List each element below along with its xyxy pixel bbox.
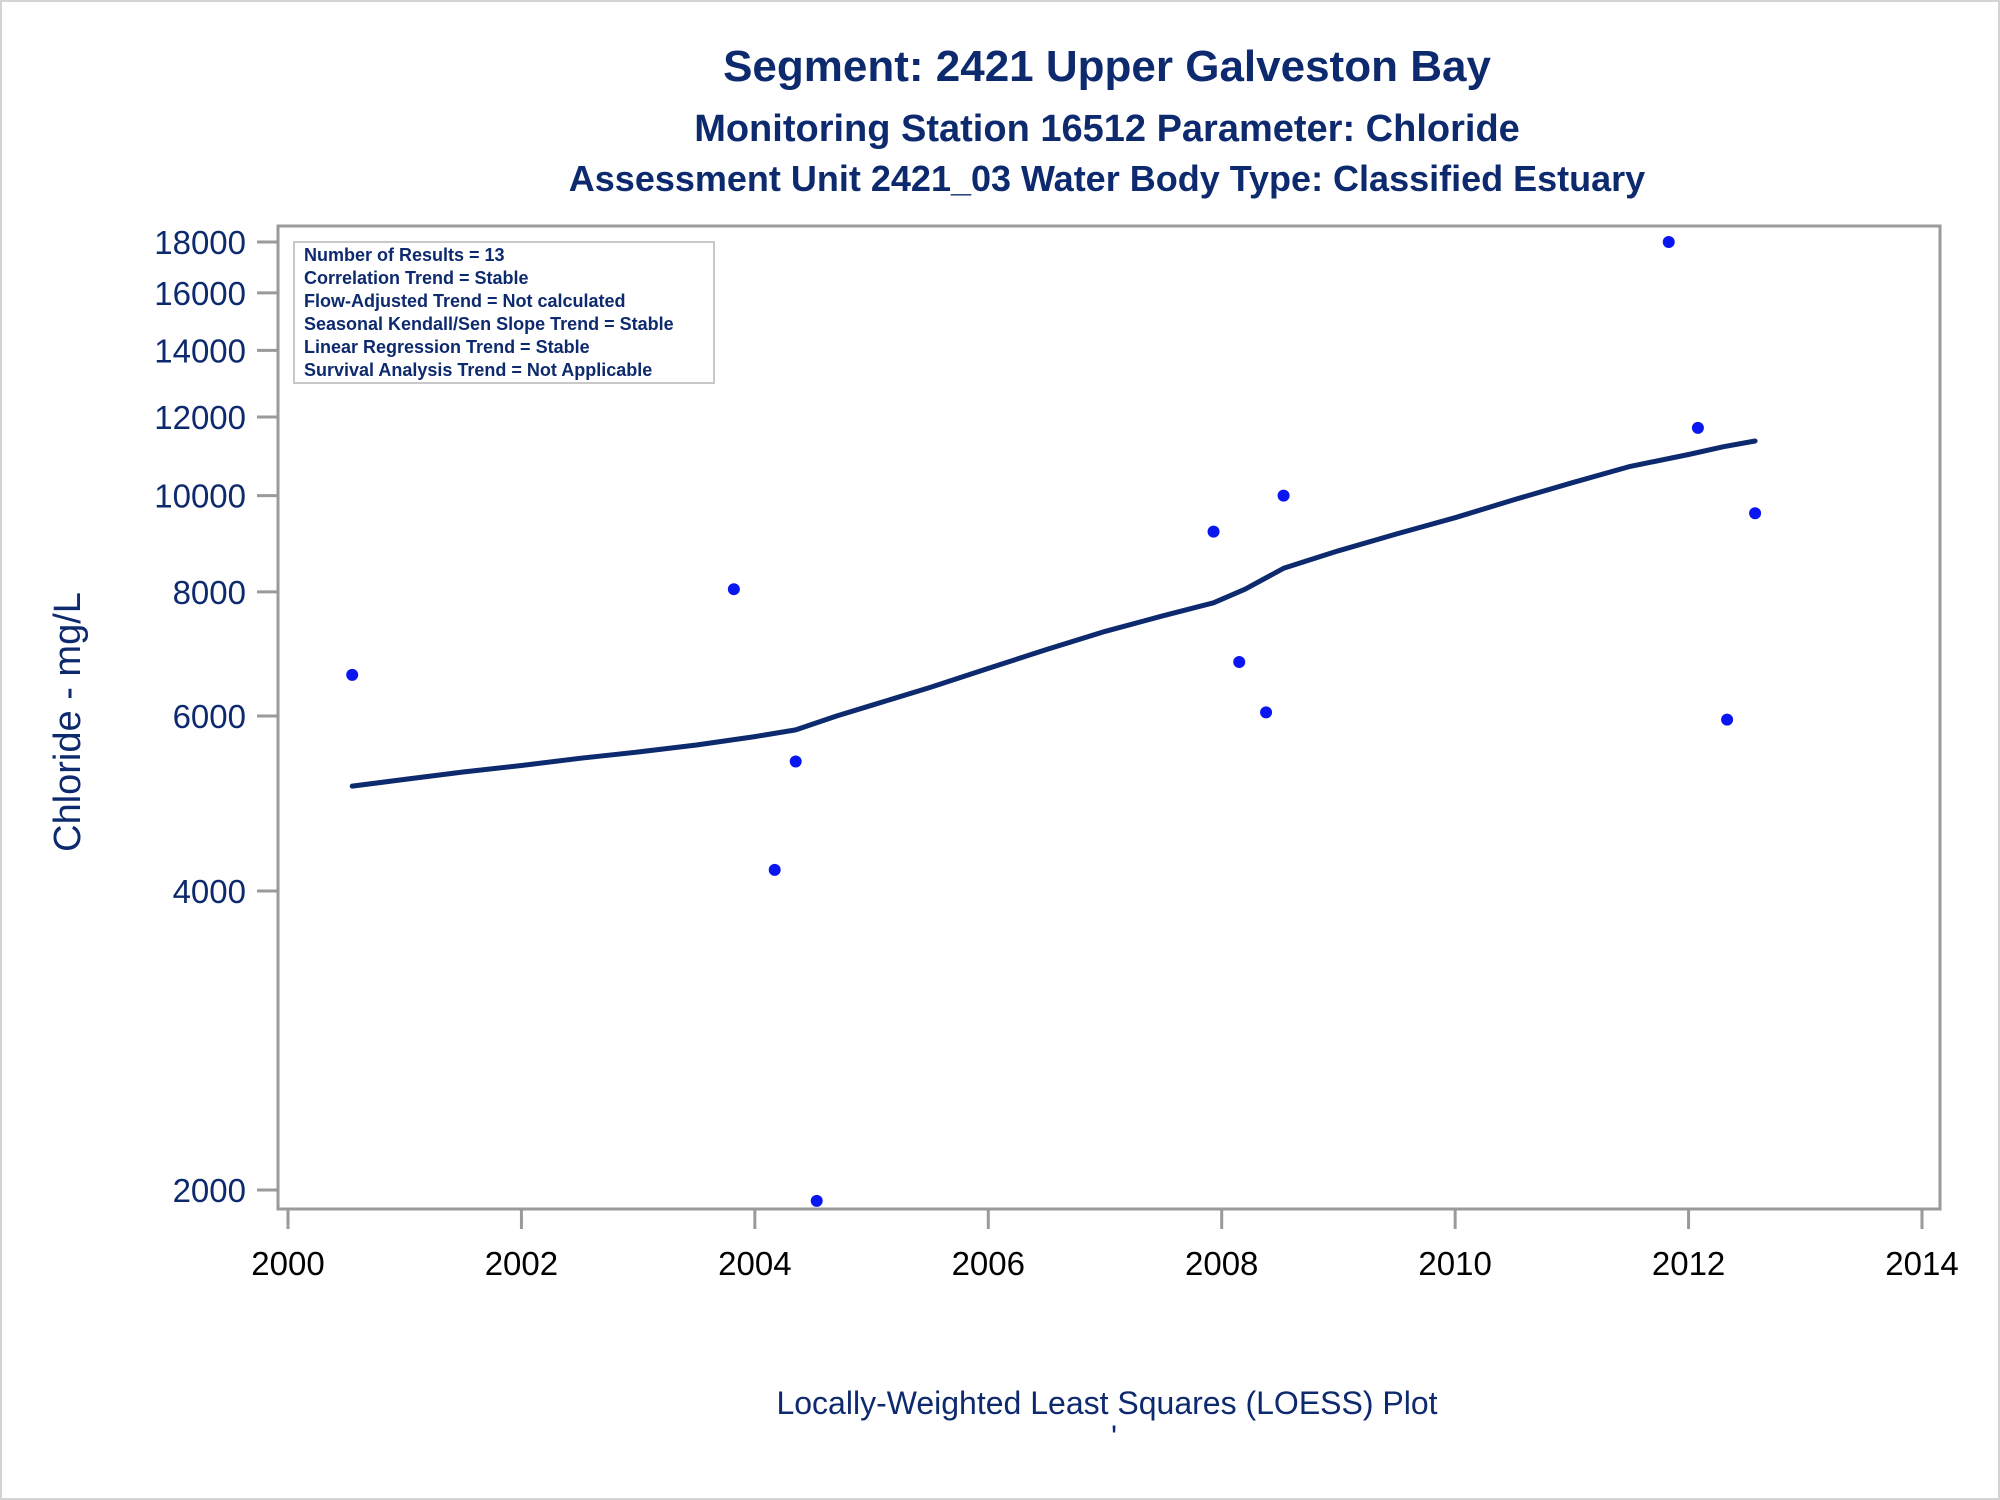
info-line-seasonal-kendall: Seasonal Kendall/Sen Slope Trend = Stabl… <box>304 314 674 334</box>
loess-trend-line <box>349 438 1758 789</box>
y-tick-label: 10000 <box>154 478 246 515</box>
y-tick-label: 4000 <box>173 873 246 910</box>
data-point <box>1662 236 1675 248</box>
data-point <box>1260 706 1273 719</box>
data-point <box>810 1194 823 1207</box>
trend-info-box: Number of Results = 13 Correlation Trend… <box>293 241 715 384</box>
x-tick-label: 2012 <box>1652 1245 1725 1282</box>
y-axis-label: Chloride - mg/L <box>47 592 89 852</box>
info-line-correlation: Correlation Trend = Stable <box>304 268 529 288</box>
data-points <box>346 236 1762 1207</box>
info-line-linear-regression: Linear Regression Trend = Stable <box>304 337 590 357</box>
plot-footnote: Locally-Weighted Least Squares (LOESS) P… <box>776 1385 1437 1421</box>
y-tick-label: 6000 <box>173 698 246 735</box>
x-tick-label: 2014 <box>1885 1245 1958 1282</box>
x-tick-label: 2008 <box>1185 1245 1258 1282</box>
info-box-border <box>293 241 715 384</box>
data-point <box>727 583 740 596</box>
data-point <box>789 755 802 768</box>
chart-title: Segment: 2421 Upper Galveston Bay <box>723 42 1491 91</box>
x-tick-label: 2002 <box>485 1245 558 1282</box>
data-point <box>1207 525 1220 538</box>
data-point <box>1691 421 1704 434</box>
info-line-results: Number of Results = 13 <box>304 245 505 265</box>
x-tick-label: 2010 <box>1418 1245 1491 1282</box>
info-line-flow-adjusted: Flow-Adjusted Trend = Not calculated <box>304 291 626 311</box>
chart-subtitle: Monitoring Station 16512 Parameter: Chlo… <box>694 108 1520 150</box>
y-tick-label: 16000 <box>154 275 246 312</box>
x-tick-label: 2006 <box>952 1245 1025 1282</box>
y-tick-label: 18000 <box>154 224 246 261</box>
x-axis: 2000 2002 2004 2006 2008 2010 2012 2014 <box>251 1209 1959 1282</box>
y-tick-label: 12000 <box>154 399 246 436</box>
y-tick-label: 2000 <box>173 1172 246 1209</box>
data-point <box>1721 713 1734 726</box>
footnote-mark: ' <box>1111 1419 1117 1455</box>
y-tick-label: 8000 <box>173 574 246 611</box>
info-line-survival-analysis: Survival Analysis Trend = Not Applicable <box>304 360 652 380</box>
data-point <box>1749 507 1762 520</box>
x-tick-label: 2000 <box>251 1245 324 1282</box>
data-point <box>768 863 781 876</box>
data-point <box>1277 489 1290 502</box>
data-point <box>1233 655 1246 668</box>
x-tick-label: 2004 <box>718 1245 791 1282</box>
chart-subtitle-2: Assessment Unit 2421_03 Water Body Type:… <box>569 158 1645 199</box>
y-tick-label: 14000 <box>154 332 246 369</box>
y-axis: 2000 4000 6000 8000 10000 12000 14000 16000 1800… <box>154 224 278 1209</box>
data-point <box>346 668 359 681</box>
